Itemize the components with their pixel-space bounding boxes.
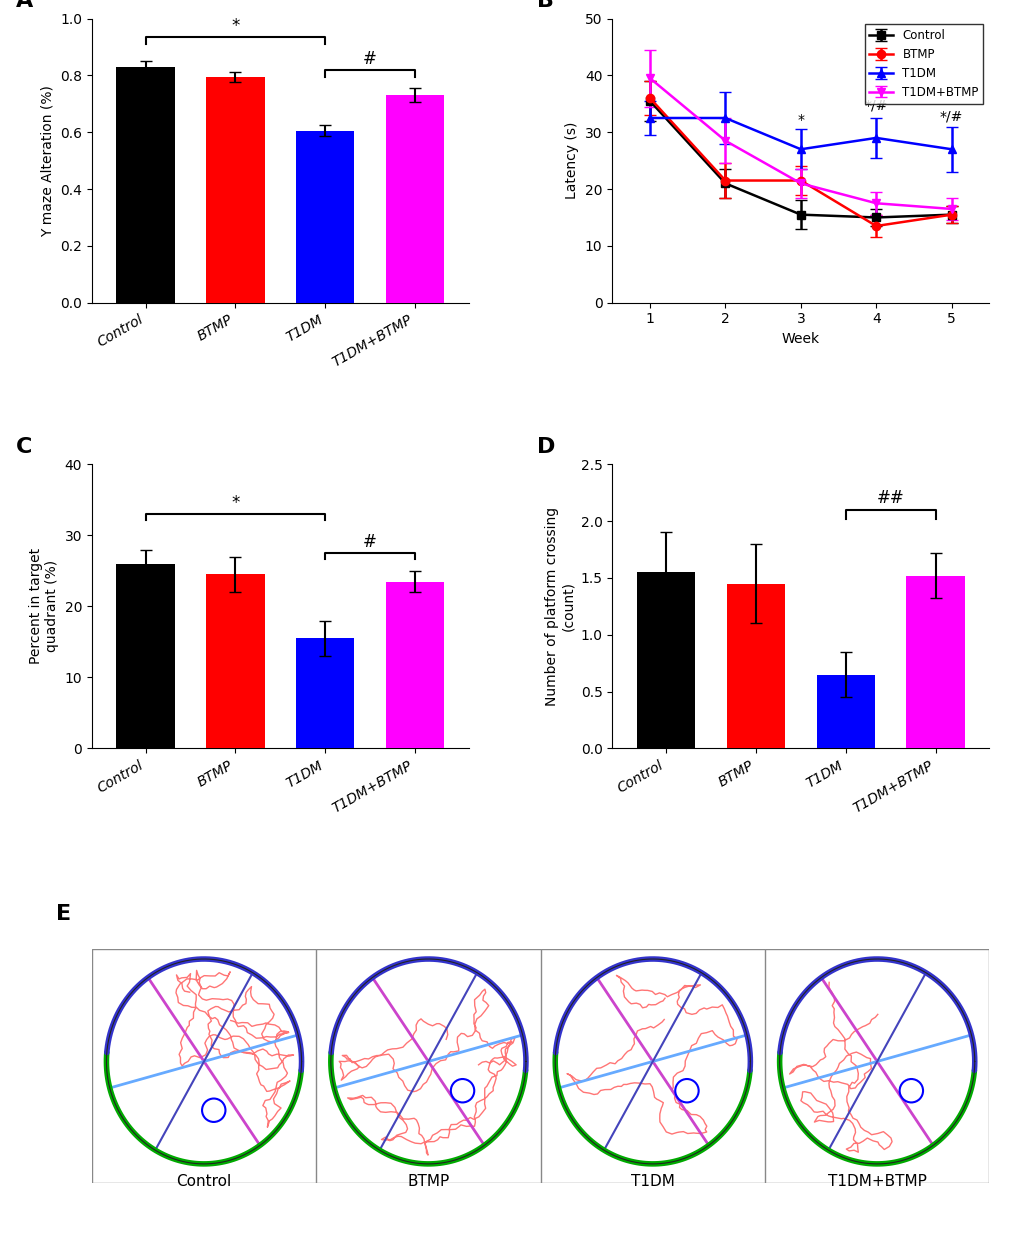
Text: *: * [231, 494, 239, 513]
Text: *: * [231, 17, 239, 35]
Text: BTMP: BTMP [407, 1173, 449, 1188]
Text: T1DM+BTMP: T1DM+BTMP [827, 1173, 925, 1188]
Bar [206, 574, 264, 748]
Y-axis label: Percent in target
quadrant (%): Percent in target quadrant (%) [29, 548, 59, 664]
Text: *: * [797, 112, 804, 126]
Bar [116, 563, 174, 748]
X-axis label: Week: Week [781, 332, 819, 346]
Polygon shape [779, 960, 974, 1163]
Bar [296, 131, 355, 303]
Bar [726, 584, 785, 748]
Text: C: C [16, 437, 33, 457]
Polygon shape [106, 960, 302, 1163]
Polygon shape [554, 960, 750, 1163]
Legend: Control, BTMP, T1DM, T1DM+BTMP: Control, BTMP, T1DM, T1DM+BTMP [864, 25, 982, 104]
Text: Control: Control [176, 1173, 231, 1188]
Text: ##: ## [876, 489, 904, 508]
Text: E: E [56, 904, 71, 924]
Bar [385, 95, 444, 303]
Y-axis label: Number of platform crossing
(count): Number of platform crossing (count) [544, 506, 575, 706]
Text: A: A [16, 0, 34, 11]
Text: T1DM: T1DM [630, 1173, 675, 1188]
Bar [906, 576, 964, 748]
Polygon shape [330, 960, 526, 1163]
Text: */#: */# [940, 110, 962, 124]
Text: */#: */# [864, 99, 888, 112]
Bar [385, 582, 444, 748]
Bar [816, 674, 874, 748]
Text: D: D [536, 437, 554, 457]
Y-axis label: Y maze Alteration (%): Y maze Alteration (%) [41, 85, 54, 237]
Bar [636, 572, 695, 748]
Text: #: # [363, 49, 377, 68]
Bar [116, 67, 174, 303]
Text: B: B [536, 0, 553, 11]
Bar [296, 638, 355, 748]
Bar [206, 77, 264, 303]
Text: #: # [363, 534, 377, 551]
Y-axis label: Latency (s): Latency (s) [565, 122, 579, 199]
